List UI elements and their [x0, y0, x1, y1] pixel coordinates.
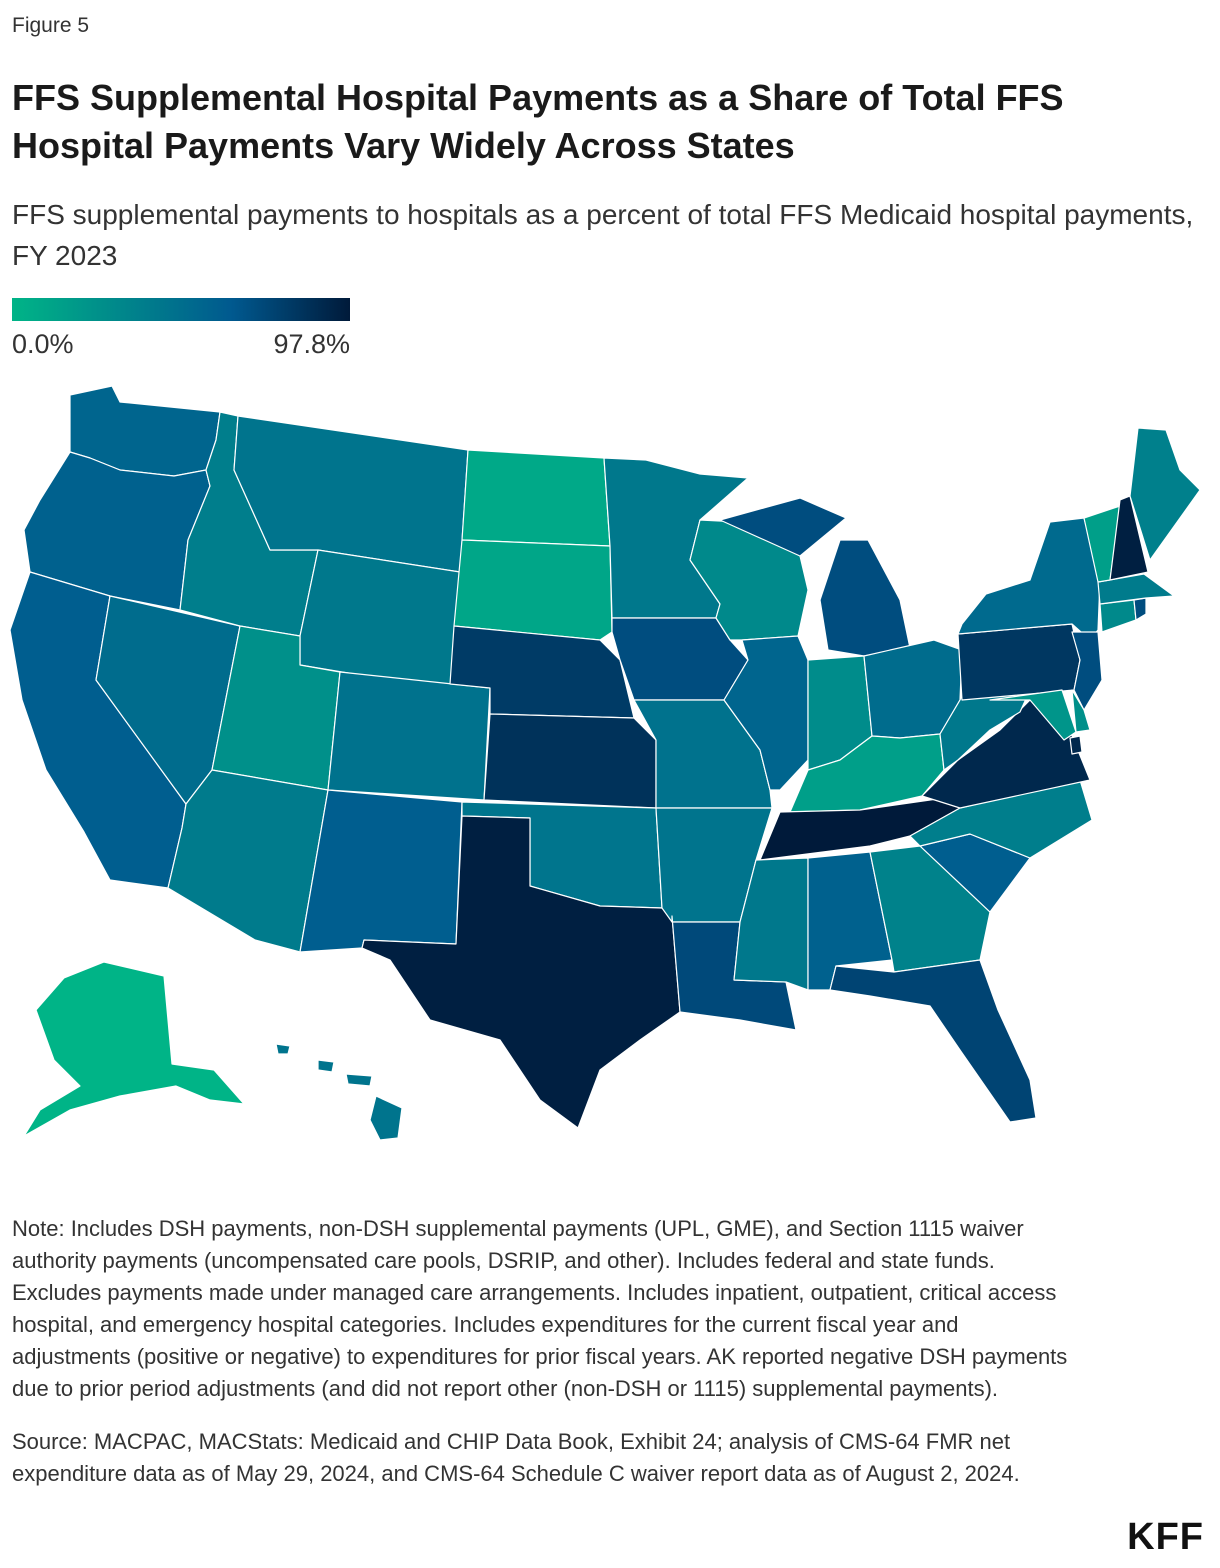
state-MD[interactable] [989, 689, 1077, 741]
note-text: Note: Includes DSH payments, non-DSH sup… [12, 1216, 1068, 1401]
state-NM[interactable] [299, 789, 463, 953]
chart-subtitle: FFS supplemental payments to hospitals a… [12, 199, 1194, 271]
state-ME[interactable] [1129, 427, 1201, 561]
state-KS[interactable] [483, 713, 657, 809]
legend-max-label: 97.8% [273, 329, 350, 359]
legend-gradient-bar [12, 298, 350, 321]
state-CT[interactable] [1099, 599, 1137, 633]
state-IL[interactable] [723, 635, 809, 791]
state-TX[interactable] [361, 815, 681, 1129]
legend-min-label: 0.0% [12, 329, 74, 359]
kff-logo: KFF [1127, 1516, 1204, 1558]
state-AZ[interactable] [167, 769, 329, 953]
state-MA[interactable] [1097, 573, 1175, 605]
color-legend: 0.0% 97.8% [12, 298, 350, 360]
state-HI[interactable] [275, 1043, 403, 1141]
state-SD[interactable] [453, 539, 613, 641]
source-text: Source: MACPAC, MACStats: Medicaid and C… [12, 1429, 1020, 1486]
chart-title: FFS Supplemental Hospital Payments as a … [12, 77, 1064, 166]
figure-label: Figure 5 [12, 14, 90, 37]
state-FL[interactable] [829, 959, 1037, 1123]
state-MT[interactable] [233, 415, 469, 573]
state-CO[interactable] [327, 671, 491, 801]
state-RI[interactable] [1133, 597, 1147, 621]
state-DC[interactable] [1069, 735, 1083, 755]
state-NY[interactable] [957, 517, 1101, 641]
state-AK[interactable] [23, 961, 245, 1137]
state-NH[interactable] [1109, 495, 1149, 581]
state-PA[interactable] [957, 623, 1081, 701]
state-ND[interactable] [461, 449, 611, 547]
us-choropleth-map [9, 385, 1201, 1141]
state-DE[interactable] [1071, 689, 1091, 733]
